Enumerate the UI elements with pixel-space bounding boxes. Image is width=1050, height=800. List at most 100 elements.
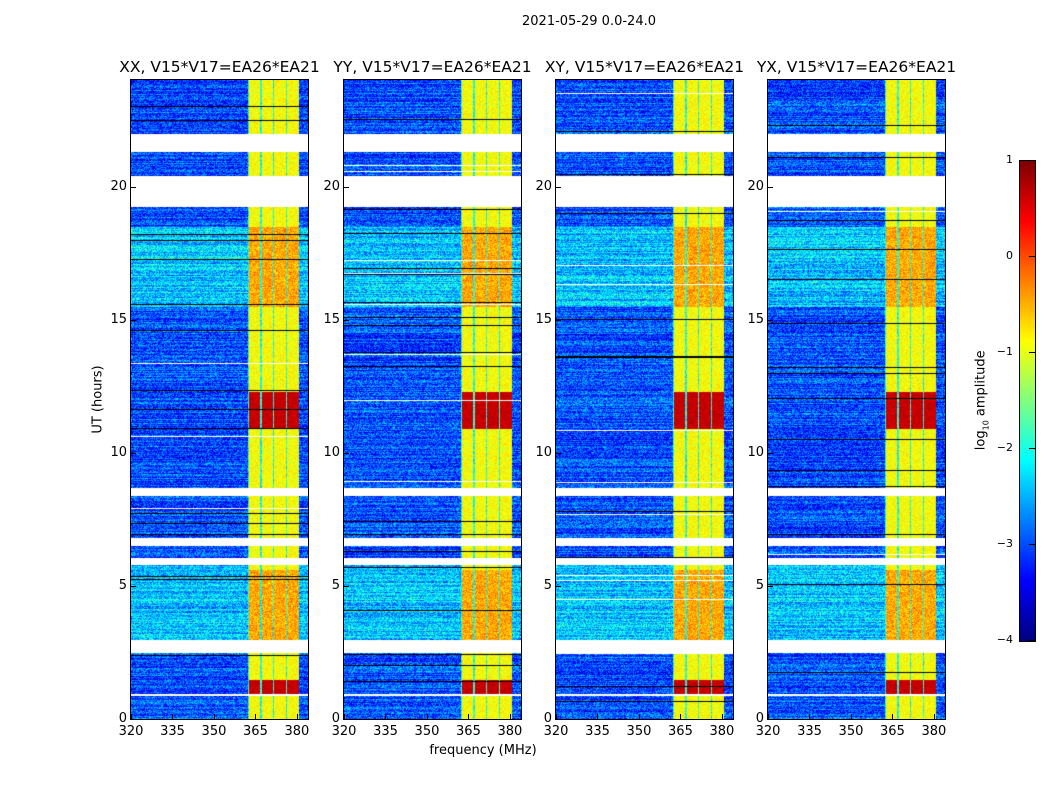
panel-title: XY, V15*V17=EA26*EA21 <box>544 58 745 76</box>
x-tick-label: 320 <box>755 724 781 739</box>
x-tick-label: 380 <box>709 724 735 739</box>
x-tick-label: 350 <box>626 724 652 739</box>
colorbar-tick-label: −1 <box>996 345 1013 358</box>
y-tick-label: 20 <box>747 178 764 194</box>
colorbar-tick-label: −3 <box>996 537 1013 550</box>
y-tick-label: 20 <box>110 178 127 194</box>
x-tick-mark <box>721 714 723 719</box>
y-tick-mark <box>768 319 773 321</box>
y-tick-mark <box>556 319 561 321</box>
y-tick-mark <box>556 452 561 454</box>
y-tick-label: 10 <box>747 444 764 460</box>
x-tick-label: 335 <box>797 724 822 739</box>
y-tick-label: 20 <box>535 178 552 194</box>
x-tick-mark <box>131 714 132 719</box>
x-tick-mark <box>638 714 640 719</box>
x-tick-label: 350 <box>201 724 227 739</box>
heatmap-image <box>556 80 733 719</box>
x-tick-label: 365 <box>880 724 905 739</box>
x-tick-mark <box>809 714 811 719</box>
x-tick-label: 350 <box>838 724 864 739</box>
colorbar <box>1019 160 1036 642</box>
x-tick-label: 365 <box>243 724 268 739</box>
x-tick-mark <box>597 714 599 719</box>
heatmap-image <box>768 80 945 719</box>
colorbar-gradient <box>1020 161 1035 641</box>
y-tick-mark <box>768 719 773 720</box>
y-tick-label: 20 <box>323 178 340 194</box>
x-tick-mark <box>892 714 894 719</box>
y-tick-label: 0 <box>118 711 127 726</box>
x-tick-label: 380 <box>921 724 947 739</box>
colorbar-tick-mark <box>1029 640 1035 641</box>
colorbar-tick-label: −2 <box>996 441 1013 454</box>
colorbar-tick-mark <box>1029 448 1035 449</box>
x-tick-mark <box>933 714 935 719</box>
panel-title: XX, V15*V17=EA26*EA21 <box>119 58 320 76</box>
y-tick-label: 10 <box>323 444 340 460</box>
y-tick-label: 15 <box>535 311 552 327</box>
x-tick-label: 335 <box>373 724 398 739</box>
colorbar-tick-mark <box>1029 256 1035 257</box>
x-tick-label: 335 <box>160 724 185 739</box>
x-tick-label: 320 <box>543 724 569 739</box>
y-tick-mark <box>768 186 773 188</box>
colorbar-tick-mark <box>1029 544 1035 545</box>
y-tick-label: 15 <box>323 311 340 327</box>
x-tick-mark <box>296 714 298 719</box>
colorbar-tick-label: 1 <box>1006 153 1013 166</box>
y-tick-mark <box>556 186 561 188</box>
x-tick-mark <box>172 714 174 719</box>
x-tick-label: 335 <box>585 724 610 739</box>
y-tick-label: 5 <box>331 577 340 593</box>
y-tick-mark <box>131 186 136 188</box>
x-tick-label: 320 <box>118 724 144 739</box>
x-tick-mark <box>556 714 557 719</box>
heatmap-image <box>131 80 308 719</box>
x-tick-label: 320 <box>331 724 357 739</box>
y-tick-label: 0 <box>331 711 340 726</box>
heatmap-panel <box>130 79 309 720</box>
y-tick-label: 10 <box>535 444 552 460</box>
y-tick-mark <box>344 585 349 587</box>
x-tick-label: 365 <box>456 724 481 739</box>
panel-title: YY, V15*V17=EA26*EA21 <box>333 58 532 76</box>
x-tick-mark <box>385 714 387 719</box>
figure-title: 2021-05-29 0.0-24.0 <box>522 14 656 29</box>
y-tick-label: 15 <box>747 311 764 327</box>
colorbar-label-rest: amplitude <box>973 350 989 421</box>
y-tick-mark <box>344 719 349 720</box>
y-tick-label: 15 <box>110 311 127 327</box>
x-tick-mark <box>680 714 682 719</box>
x-tick-mark <box>344 714 345 719</box>
y-axis-label: UT (hours) <box>90 365 106 434</box>
x-tick-label: 365 <box>668 724 693 739</box>
heatmap-panel <box>343 79 522 720</box>
x-tick-mark <box>426 714 428 719</box>
y-tick-mark <box>131 452 136 454</box>
colorbar-tick-mark <box>1029 352 1035 353</box>
y-tick-mark <box>131 585 136 587</box>
y-tick-mark <box>556 719 561 720</box>
x-tick-label: 350 <box>414 724 440 739</box>
y-tick-mark <box>556 585 561 587</box>
panel-title: YX, V15*V17=EA26*EA21 <box>756 58 957 76</box>
y-tick-mark <box>131 719 136 720</box>
y-tick-label: 10 <box>110 444 127 460</box>
x-tick-mark <box>468 714 470 719</box>
colorbar-tick-mark <box>1029 160 1035 161</box>
x-tick-mark <box>509 714 511 719</box>
y-tick-mark <box>768 452 773 454</box>
y-tick-label: 5 <box>755 577 764 593</box>
y-tick-mark <box>131 319 136 321</box>
colorbar-tick-label: −4 <box>996 633 1013 646</box>
x-tick-mark <box>255 714 257 719</box>
x-tick-mark <box>850 714 852 719</box>
y-tick-mark <box>344 452 349 454</box>
colorbar-tick-label: 0 <box>1006 249 1013 262</box>
y-tick-label: 0 <box>755 711 764 726</box>
x-axis-label: frequency (MHz) <box>429 743 537 758</box>
x-tick-label: 380 <box>497 724 523 739</box>
y-tick-mark <box>344 319 349 321</box>
